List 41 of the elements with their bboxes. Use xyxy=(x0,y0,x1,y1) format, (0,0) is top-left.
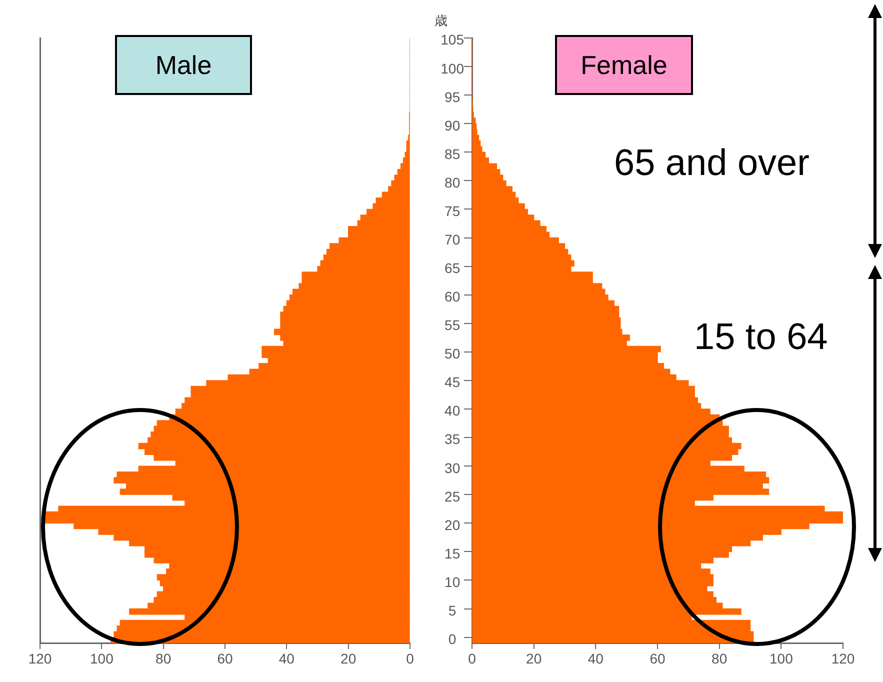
x-tick-label: 0 xyxy=(406,650,414,666)
x-tick-label: 60 xyxy=(650,650,666,666)
annotation: Female xyxy=(555,35,693,95)
y-tick-label: 65 xyxy=(444,260,460,276)
y-tick-label: 10 xyxy=(444,574,460,590)
x-tick-label: 120 xyxy=(831,650,855,666)
y-tick-label: 80 xyxy=(444,174,460,190)
x-tick-label: 120 xyxy=(28,650,52,666)
y-tick-label: 70 xyxy=(444,231,460,248)
y-tick-label: 25 xyxy=(444,488,460,504)
y-tick-label: 0 xyxy=(448,631,456,648)
y-tick-label: 30 xyxy=(444,460,460,476)
annotation: Male xyxy=(115,35,252,95)
y-tick-label: 15 xyxy=(444,545,460,562)
x-tick-label: 40 xyxy=(278,650,295,666)
y-tick-label: 95 xyxy=(444,88,460,105)
y-tick-label: 35 xyxy=(444,431,460,448)
y-tick-label: 20 xyxy=(444,516,460,533)
x-tick-label: 40 xyxy=(588,650,604,666)
y-axis-title: 歳 xyxy=(434,14,448,29)
x-tick-label: 20 xyxy=(526,650,542,666)
x-tick-label: 80 xyxy=(156,650,172,666)
y-tick-label: 45 xyxy=(444,374,460,390)
y-tick-label: 55 xyxy=(444,317,460,334)
x-tick-label: 0 xyxy=(468,650,476,666)
y-tick-label: 75 xyxy=(444,202,460,219)
y-tick-label: 5 xyxy=(448,602,456,618)
y-tick-label: 60 xyxy=(444,288,460,305)
y-tick-label: 85 xyxy=(444,146,460,162)
y-tick-label: 100 xyxy=(440,60,464,76)
x-tick-label: 60 xyxy=(217,650,233,666)
x-tick-label: 100 xyxy=(90,650,114,666)
y-tick-label: 50 xyxy=(444,346,460,362)
annotation: 65 and over xyxy=(614,142,810,184)
y-tick-label: 105 xyxy=(440,32,464,48)
x-tick-label: 20 xyxy=(340,650,356,666)
x-tick-label: 80 xyxy=(712,650,728,666)
x-tick-label: 100 xyxy=(769,650,794,666)
y-tick-label: 90 xyxy=(444,117,460,134)
y-tick-label: 40 xyxy=(444,402,460,419)
annotation: 15 to 64 xyxy=(694,316,828,358)
